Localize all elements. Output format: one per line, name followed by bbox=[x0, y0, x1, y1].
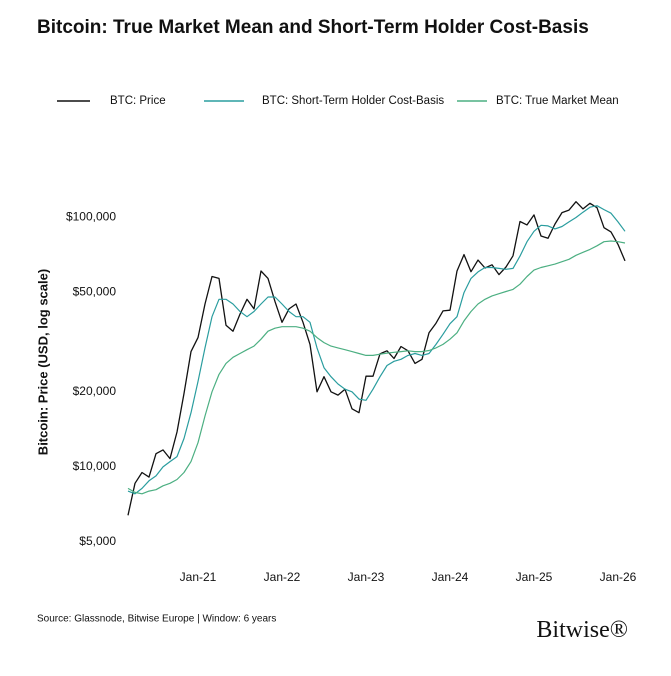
series-line bbox=[127, 205, 626, 495]
legend-label: BTC: Price bbox=[110, 95, 166, 107]
brand-logo: Bitwise® bbox=[536, 617, 628, 643]
x-tick-label: Jan-23 bbox=[348, 570, 385, 584]
x-tick-label: Jan-24 bbox=[432, 570, 469, 584]
chart-title: Bitcoin: True Market Mean and Short-Term… bbox=[37, 17, 589, 38]
x-tick-label: Jan-22 bbox=[264, 570, 301, 584]
x-tick-label: Jan-25 bbox=[516, 570, 553, 584]
y-tick-label: $100,000 bbox=[66, 210, 116, 224]
source-note: Source: Glassnode, Bitwise Europe | Wind… bbox=[37, 614, 276, 625]
y-tick-label: $10,000 bbox=[73, 459, 117, 473]
y-tick-label: $5,000 bbox=[79, 534, 116, 548]
y-axis-label: Bitcoin: Price (USD, log scale) bbox=[35, 269, 50, 455]
x-tick-label: Jan-21 bbox=[180, 570, 217, 584]
series-line bbox=[127, 201, 626, 516]
y-tick-label: $20,000 bbox=[73, 384, 117, 398]
legend-label: BTC: Short-Term Holder Cost-Basis bbox=[262, 95, 444, 107]
series-line bbox=[127, 240, 626, 495]
y-tick-label: $50,000 bbox=[73, 285, 117, 299]
x-tick-label: Jan-26 bbox=[600, 570, 637, 584]
legend-label: BTC: True Market Mean bbox=[496, 95, 619, 107]
